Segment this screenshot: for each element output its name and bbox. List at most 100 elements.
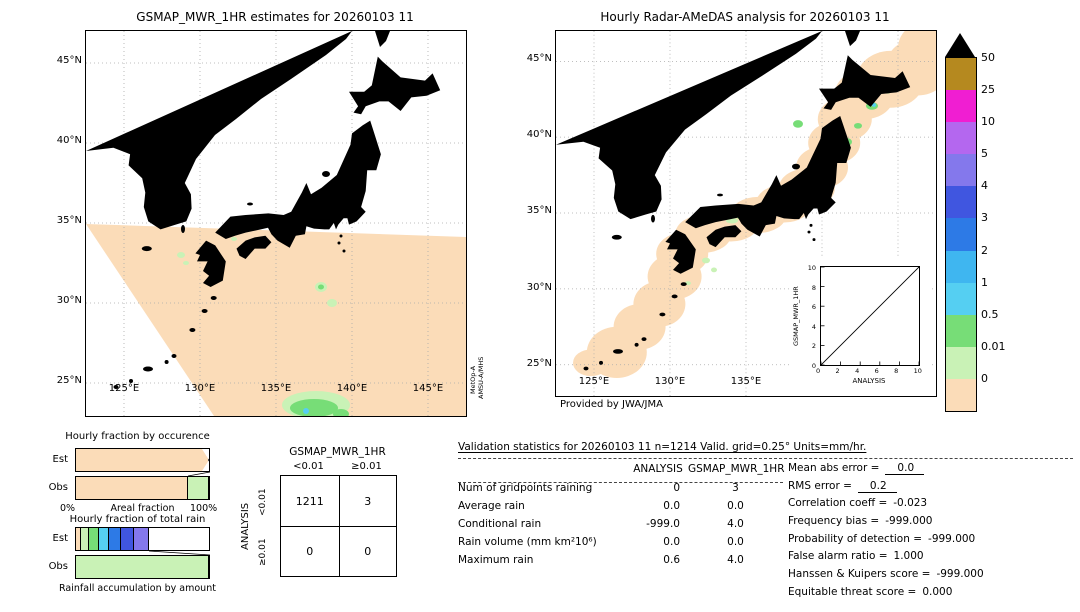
sensor-name-note: AMSU-A/MHS — [477, 356, 485, 399]
right-map-canvas — [556, 31, 936, 396]
left-map-lat-label: 25°N — [56, 375, 82, 386]
bar-segment — [109, 528, 122, 550]
left-map-rain-patches — [177, 237, 350, 416]
score-line: False alarm ratio = 1.000 — [788, 550, 984, 568]
bar-segment — [89, 528, 99, 550]
inset-y-tick: 10 — [807, 264, 816, 272]
data-credit: Provided by JWA/JMA — [560, 399, 663, 410]
stats-value-analysis: 0 — [673, 482, 680, 494]
colorbar-block — [946, 346, 976, 379]
score-label: Probability of detection = — [788, 532, 923, 545]
colorbar-block — [946, 282, 976, 315]
totalrain-obs-label: Obs — [48, 561, 68, 572]
left-map-lat-label: 35°N — [56, 215, 82, 226]
est-bar-notch — [202, 449, 209, 471]
right-map-title: Hourly Radar-AMeDAS analysis for 2026010… — [600, 10, 890, 24]
score-label: Mean abs error = — [788, 462, 880, 474]
left-map: 125°E 130°E 135°E 140°E 145°E — [85, 30, 467, 417]
occurrence-x-label: Areal fraction — [110, 503, 175, 514]
satellite-name-note: MetOp-A — [469, 365, 477, 395]
stats-col-header-gsmap: GSMAP_MWR_1HR — [688, 463, 785, 475]
occurrence-x-min: 0% — [60, 503, 76, 514]
left-map-lat-label: 40°N — [56, 135, 82, 146]
stats-value-gsmap: 4.0 — [727, 518, 744, 530]
score-label: Hanssen & Kuipers score = — [788, 568, 931, 581]
stats-scores: Mean abs error = 0.0 RMS error = 0.2 Cor… — [788, 462, 984, 604]
stats-value-gsmap: 0.0 — [727, 500, 744, 512]
occurrence-est-bar — [75, 448, 210, 472]
stats-table: ANALYSIS GSMAP_MWR_1HR Num of gridpoints… — [458, 463, 785, 569]
inset-y-ticks: 10 8 6 4 2 0 — [802, 264, 816, 370]
score-line: Correlation coeff = -0.023 — [788, 497, 984, 515]
left-map-lon-label: 135°E — [260, 383, 292, 394]
stats-value-analysis: 0.6 — [663, 554, 680, 566]
colorbar-overflow-triangle — [945, 33, 975, 57]
inset-plot-box — [820, 266, 920, 366]
left-map-lon-label: 140°E — [336, 383, 368, 394]
colorbar-label: 1 — [981, 276, 988, 289]
left-map-title: GSMAP_MWR_1HR estimates for 20260103 11 — [136, 10, 414, 24]
score-label: Correlation coeff = — [788, 497, 888, 510]
inset-x-tick: 0 — [816, 367, 821, 375]
occurrence-obs-bar — [75, 476, 210, 500]
score-line: Probability of detection = -999.000 — [788, 533, 984, 551]
score-line: Frequency bias = -999.000 — [788, 515, 984, 533]
left-map-lon-label: 145°E — [412, 383, 444, 394]
colorbar-label: 50 — [981, 51, 995, 64]
colorbar-label: 0.5 — [981, 308, 999, 321]
contingency-col-header: <0.01 — [293, 461, 324, 472]
bar-segment — [98, 528, 110, 550]
stats-value-analysis: 0.0 — [663, 500, 680, 512]
stats-value-gsmap: 3 — [732, 482, 739, 494]
contingency-col-header: ≥0.01 — [351, 461, 382, 472]
colorbar-label: 25 — [981, 83, 995, 96]
colorbar-block — [946, 186, 976, 219]
inset-y-axis-label: GSMAP_MWR_1HR — [792, 286, 800, 346]
stats-value-analysis: 0.0 — [663, 536, 680, 548]
contingency-cell: 1211 — [295, 494, 324, 508]
comparison-inset: GSMAP_MWR_1HR 10 8 6 4 2 0 — [790, 258, 932, 396]
score-value: 0.000 — [922, 585, 953, 598]
score-label: RMS error = — [788, 479, 852, 492]
inset-y-tick: 8 — [811, 283, 816, 292]
occurrence-est-label: Est — [52, 454, 68, 465]
contingency-cell: 0 — [338, 526, 396, 576]
score-value: -0.023 — [893, 497, 928, 510]
score-label: Equitable threat score = — [788, 585, 917, 598]
left-map-canvas — [86, 31, 466, 416]
colorbar-label: 0 — [981, 372, 988, 385]
inset-y-tick: 2 — [811, 342, 816, 351]
inset-x-tick: 4 — [855, 367, 860, 375]
colorbar-block — [946, 218, 976, 251]
score-line: Hanssen & Kuipers score = -999.000 — [788, 568, 984, 586]
totalrain-chart-title: Hourly fraction of total rain — [69, 514, 206, 525]
inset-diagonal-line — [820, 266, 920, 366]
score-value: 0.2 — [857, 480, 897, 493]
left-map-lat-label: 30°N — [56, 295, 82, 306]
stats-row-label: Maximum rain — [458, 554, 534, 566]
occurrence-chart-title: Hourly fraction by occurence — [65, 431, 210, 442]
inset-x-axis-label: ANALYSIS — [852, 377, 886, 385]
left-map-lon-label: 125°E — [108, 383, 140, 394]
stats-col-header-analysis: ANALYSIS — [633, 463, 683, 475]
stats-row-label: Average rain — [458, 500, 525, 512]
right-map-lat-label: 25°N — [526, 358, 552, 369]
bar-segment — [76, 477, 188, 499]
occurrence-obs-label: Obs — [48, 482, 68, 493]
bar-segment — [81, 528, 90, 550]
stats-row-label: Rain volume (mm km²10⁶) — [458, 536, 597, 548]
stats-header: Validation statistics for 20260103 11 n=… — [458, 441, 867, 453]
colorbar-label: 10 — [981, 115, 995, 128]
score-line: Mean abs error = 0.0 — [788, 462, 984, 480]
bar-segment — [121, 528, 135, 550]
stats-table-header-divider — [458, 482, 783, 483]
inset-y-tick: 0 — [811, 361, 816, 370]
right-map-lat-label: 35°N — [526, 205, 552, 216]
stats-value-gsmap: 4.0 — [727, 554, 744, 566]
left-map-lat-label: 45°N — [56, 55, 82, 66]
contingency-title: GSMAP_MWR_1HR — [289, 446, 386, 458]
colorbar-label: 4 — [981, 179, 988, 192]
score-value: -999.000 — [936, 568, 984, 581]
score-value: 0.0 — [885, 462, 925, 475]
